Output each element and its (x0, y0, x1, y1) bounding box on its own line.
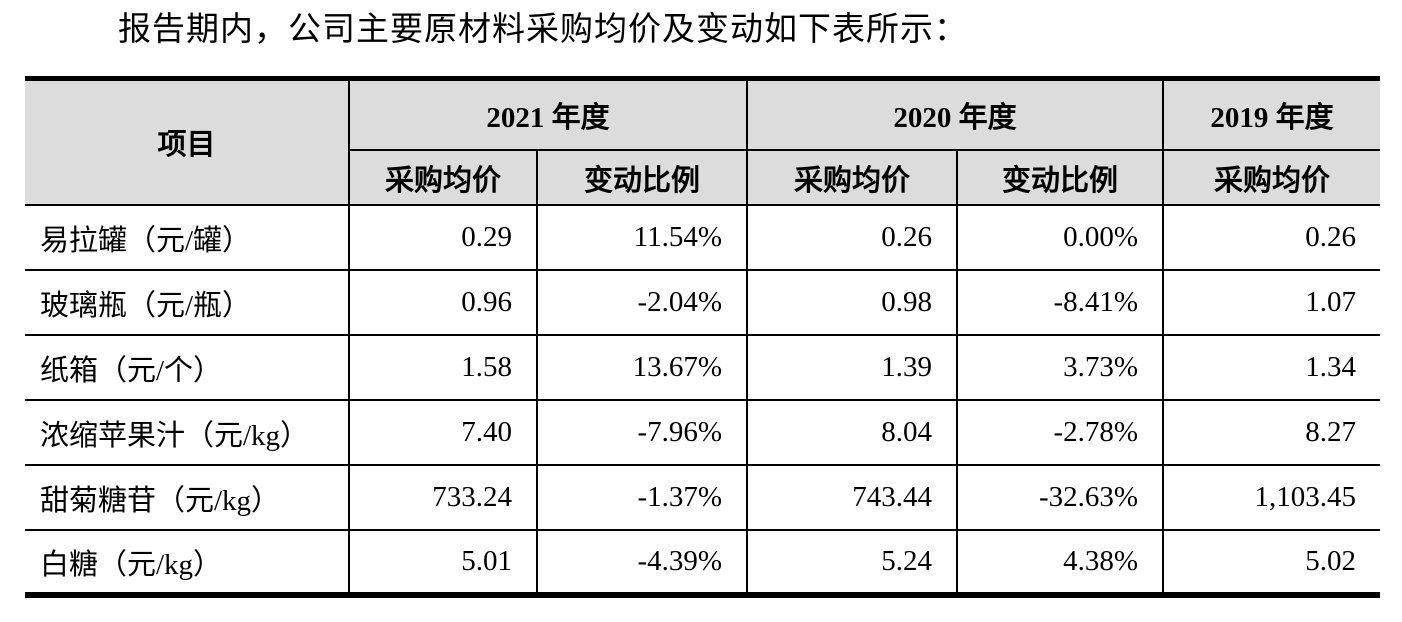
cell-2020-change-ratio: -32.63% (956, 464, 1165, 532)
table-row: 纸箱（元/个） 1.58 13.67% 1.39 3.73% 1.34 (25, 334, 1381, 402)
row-item-name: 甜菊糖苷（元/kg） (25, 464, 350, 532)
cell-2021-avg-price: 7.40 (348, 399, 538, 467)
cell-2021-avg-price: 5.01 (348, 529, 538, 597)
cell-2020-avg-price: 0.98 (746, 269, 959, 337)
cell-2021-change-ratio: -1.37% (535, 464, 749, 532)
col-header-year-2021: 2021 年度 (347, 77, 749, 152)
cell-2021-change-ratio: 13.67% (535, 334, 749, 402)
cell-2021-avg-price: 733.24 (348, 464, 538, 532)
cell-2019-avg-price: 1,103.45 (1162, 464, 1381, 532)
cell-2020-avg-price: 1.39 (746, 334, 959, 402)
cell-2020-change-ratio: -8.41% (956, 269, 1165, 337)
cell-2019-avg-price: 1.34 (1162, 334, 1381, 402)
subheader-2020-change-ratio: 变动比例 (956, 149, 1165, 207)
cell-2019-avg-price: 1.07 (1162, 269, 1381, 337)
cell-2020-avg-price: 743.44 (746, 464, 959, 532)
table-row: 甜菊糖苷（元/kg） 733.24 -1.37% 743.44 -32.63% … (25, 464, 1381, 532)
cell-2020-avg-price: 0.26 (746, 204, 959, 272)
subheader-2021-avg-price: 采购均价 (349, 149, 538, 207)
col-header-item: 项目 (25, 77, 350, 207)
table-row: 白糖（元/kg） 5.01 -4.39% 5.24 4.38% 5.02 (25, 529, 1381, 597)
row-item-name: 易拉罐（元/罐） (25, 204, 350, 272)
cell-2020-change-ratio: 0.00% (956, 204, 1165, 272)
row-item-name: 浓缩苹果汁（元/kg） (25, 399, 350, 467)
cell-2020-change-ratio: -2.78% (956, 399, 1165, 467)
cell-2021-change-ratio: -2.04% (535, 269, 749, 337)
table-row: 玻璃瓶（元/瓶） 0.96 -2.04% 0.98 -8.41% 1.07 (25, 269, 1381, 337)
table-body: 易拉罐（元/罐） 0.29 11.54% 0.26 0.00% 0.26 玻璃瓶… (25, 204, 1381, 597)
row-item-name: 白糖（元/kg） (25, 529, 350, 597)
cell-2020-change-ratio: 4.38% (956, 529, 1165, 597)
cell-2019-avg-price: 0.26 (1162, 204, 1381, 272)
subheader-2019-avg-price: 采购均价 (1162, 149, 1381, 207)
cell-2020-avg-price: 5.24 (746, 529, 959, 597)
row-item-name: 玻璃瓶（元/瓶） (25, 269, 350, 337)
subheader-2021-change-ratio: 变动比例 (535, 149, 749, 207)
col-header-year-2020: 2020 年度 (746, 77, 1165, 152)
cell-2019-avg-price: 5.02 (1162, 529, 1381, 597)
cell-2020-change-ratio: 3.73% (956, 334, 1165, 402)
header-row-subheaders: 采购均价 变动比例 采购均价 变动比例 采购均价 (25, 149, 1381, 207)
col-header-year-2019: 2019 年度 (1162, 77, 1381, 152)
cell-2020-avg-price: 8.04 (746, 399, 959, 467)
cell-2021-change-ratio: -4.39% (535, 529, 749, 597)
table-header: 项目 2021 年度 2020 年度 2019 年度 采购均价 变动比例 采购均… (25, 77, 1381, 207)
cell-2021-avg-price: 0.96 (348, 269, 538, 337)
cell-2021-change-ratio: 11.54% (535, 204, 749, 272)
subheader-2020-avg-price: 采购均价 (746, 149, 959, 207)
row-item-name: 纸箱（元/个） (25, 334, 350, 402)
cell-2021-avg-price: 1.58 (348, 334, 538, 402)
table-row: 浓缩苹果汁（元/kg） 7.40 -7.96% 8.04 -2.78% 8.27 (25, 399, 1381, 467)
cell-2021-change-ratio: -7.96% (535, 399, 749, 467)
intro-text: 报告期内，公司主要原材料采购均价及变动如下表所示： (118, 12, 968, 48)
materials-price-table: 项目 2021 年度 2020 年度 2019 年度 采购均价 变动比例 采购均… (25, 75, 1381, 599)
cell-2019-avg-price: 8.27 (1162, 399, 1381, 467)
cell-2021-avg-price: 0.29 (348, 204, 538, 272)
table-row: 易拉罐（元/罐） 0.29 11.54% 0.26 0.00% 0.26 (25, 204, 1381, 272)
header-row-years: 项目 2021 年度 2020 年度 2019 年度 (25, 77, 1381, 207)
